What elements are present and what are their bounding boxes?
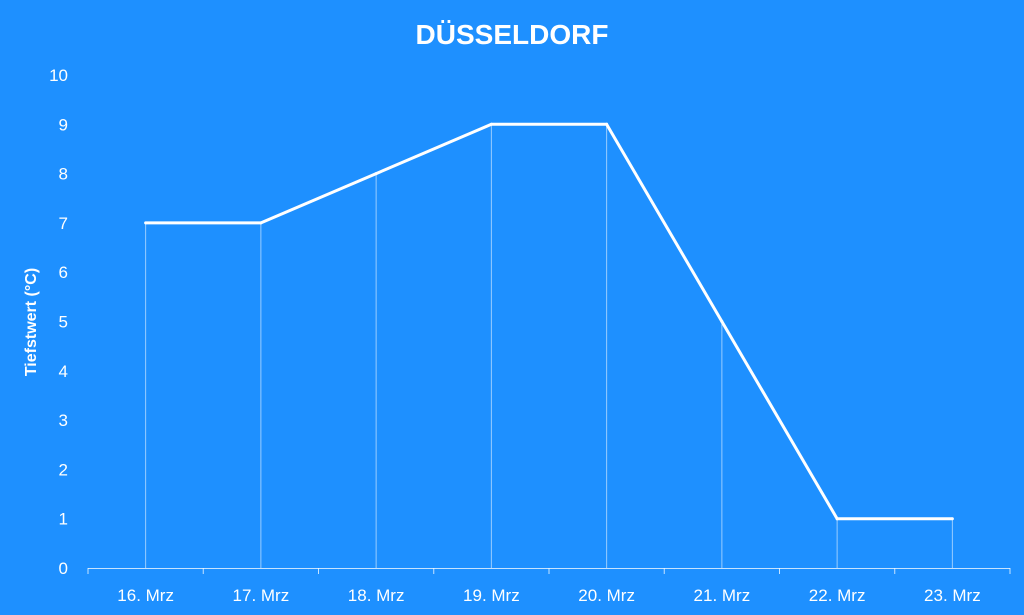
y-tick-label: 4 — [59, 362, 68, 381]
data-point — [835, 517, 839, 521]
y-tick-label: 9 — [59, 115, 68, 134]
x-axis-ticks — [87, 568, 1011, 574]
y-tick-label: 3 — [59, 411, 68, 430]
x-tick-label: 23. Mrz — [924, 586, 981, 605]
y-tick-label: 2 — [59, 460, 68, 479]
data-points — [144, 122, 954, 521]
x-tick-label: 19. Mrz — [463, 586, 520, 605]
y-tick-label: 6 — [59, 263, 68, 282]
x-axis-tick-labels: 16. Mrz 17. Mrz 18. Mrz 19. Mrz 20. Mrz 21. M… — [117, 586, 980, 605]
x-tick-label: 22. Mrz — [809, 586, 866, 605]
y-tick-label: 8 — [59, 165, 68, 184]
data-point — [950, 517, 954, 521]
x-tick-label: 21. Mrz — [694, 586, 751, 605]
data-point — [605, 122, 609, 126]
data-point — [374, 172, 378, 176]
x-tick-label: 18. Mrz — [348, 586, 405, 605]
data-point — [259, 221, 263, 225]
y-axis-tick-labels: 0 1 2 3 4 5 6 7 8 9 10 — [49, 66, 68, 578]
data-point — [489, 122, 493, 126]
y-tick-label: 7 — [59, 214, 68, 233]
y-tick-label: 1 — [59, 510, 68, 529]
y-tick-label: 10 — [49, 66, 68, 85]
y-tick-label: 0 — [59, 559, 68, 578]
data-point — [144, 221, 148, 225]
data-point — [720, 320, 724, 323]
x-tick-label: 16. Mrz — [117, 586, 174, 605]
x-tick-label: 20. Mrz — [578, 586, 635, 605]
y-tick-label: 5 — [59, 313, 68, 332]
series-line — [145, 122, 953, 521]
drop-lines — [145, 124, 953, 568]
chart-title: DÜSSELDORF — [416, 19, 609, 50]
y-axis-label: Tiefstwert (°C) — [23, 268, 40, 376]
x-tick-label: 17. Mrz — [233, 586, 290, 605]
